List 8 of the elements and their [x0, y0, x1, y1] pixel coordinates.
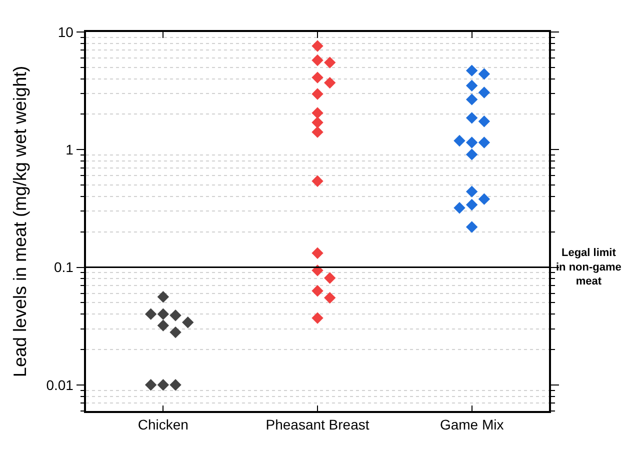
y-tick-label: 0.01 [46, 376, 74, 393]
x-tick-label: Pheasant Breast [266, 416, 370, 433]
y-tick-label: 10 [58, 24, 74, 40]
y-tick-label: 1 [66, 142, 74, 158]
y-axis-title: Lead levels in meat (mg/kg wet weight) [10, 66, 30, 378]
x-tick-label: Game Mix [440, 416, 504, 433]
y-tick-label: 0.1 [54, 259, 74, 276]
x-tick-label: Chicken [138, 416, 188, 433]
